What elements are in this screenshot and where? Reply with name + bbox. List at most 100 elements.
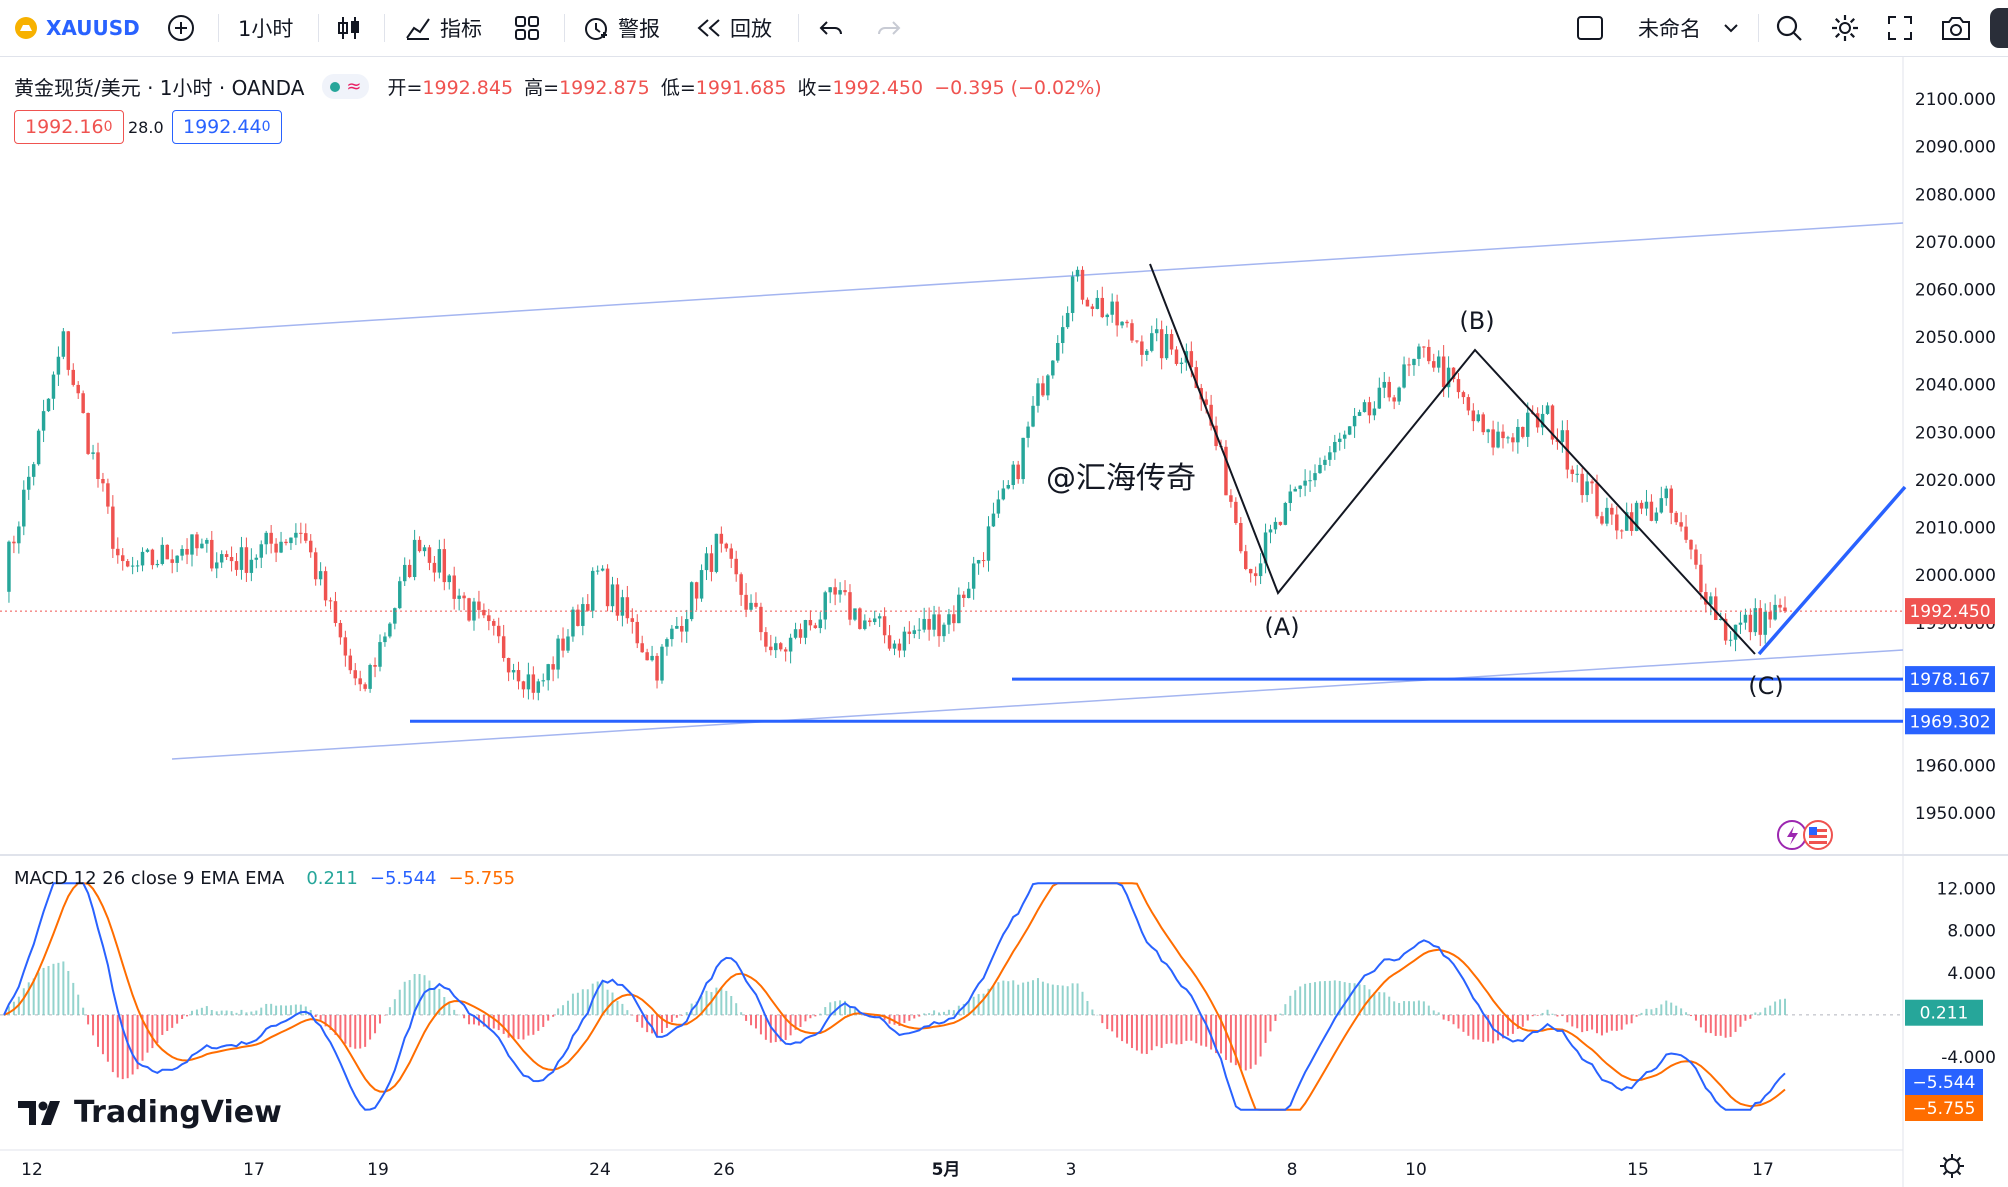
undo-button[interactable] xyxy=(818,0,844,56)
candle-body xyxy=(1783,607,1787,612)
macd-hist-bar xyxy=(1576,1014,1579,1029)
macd-hist-bar xyxy=(1111,1014,1114,1032)
candle-body xyxy=(660,646,664,681)
abc-wave-line[interactable] xyxy=(1149,263,1756,655)
macd-hist-bar xyxy=(1254,1014,1257,1065)
interval-button[interactable]: 1小时 xyxy=(238,17,294,41)
candle-body xyxy=(1669,488,1673,513)
channel-upper-line[interactable] xyxy=(171,222,1904,334)
macd-hist-bar xyxy=(1620,1014,1623,1030)
scroll-handle[interactable] xyxy=(1990,0,2008,56)
candle-body xyxy=(224,554,229,557)
sell-button[interactable]: 1992.16 0 xyxy=(14,110,124,144)
symbol-description[interactable]: 黄金现货/美元 · 1小时 · OANDA xyxy=(14,76,305,100)
chart-type-button[interactable] xyxy=(336,0,362,56)
macd-hist-bar xyxy=(428,980,431,1015)
candle-body xyxy=(170,559,174,563)
macd-hist-bar xyxy=(1200,1014,1203,1046)
macd-hist-bar xyxy=(1432,1010,1435,1015)
time-tick-label: 17 xyxy=(1752,1160,1774,1180)
templates-button[interactable] xyxy=(514,0,540,56)
symbol-search[interactable]: XAUUSD xyxy=(14,0,140,56)
ohlc-values: 开=1992.845 高=1992.875 低=1991.685 收=1992.… xyxy=(387,77,1102,99)
fullscreen-button[interactable] xyxy=(1886,0,1914,56)
candle-body xyxy=(1362,402,1367,413)
macd-hist-bar xyxy=(606,989,609,1015)
chart-area[interactable]: 2100.000 2090.000 2080.000 2070.000 2060.000… xyxy=(0,57,2008,1187)
candle-body xyxy=(620,597,625,616)
macd-hist-bar xyxy=(799,1014,802,1027)
candle-body xyxy=(991,513,996,527)
macd-hist-bar xyxy=(1012,980,1015,1015)
macd-hist-bar xyxy=(1328,980,1331,1015)
candle-body xyxy=(571,609,575,637)
wave-label-a: (A) xyxy=(1264,613,1299,641)
macd-axis[interactable]: 12.000 8.000 4.000 -4.000 xyxy=(1937,880,1996,1069)
macd-hist-bar xyxy=(735,1003,738,1015)
macd-hist-bar xyxy=(1645,1008,1648,1015)
candle-body xyxy=(1506,437,1510,439)
macd-hist-bar xyxy=(1190,1014,1193,1041)
candle-body xyxy=(541,680,545,682)
macd-hist-bar xyxy=(1704,1014,1707,1033)
macd-hist-bar xyxy=(220,1010,223,1015)
layout-name-button[interactable]: 未命名 xyxy=(1638,0,1739,56)
macd-hist-bar xyxy=(918,1014,921,1017)
candle-body xyxy=(863,620,867,629)
macd-hist-bar xyxy=(96,1014,99,1047)
candle-body xyxy=(966,588,971,598)
candle-body xyxy=(219,554,224,563)
macd-hist-bar xyxy=(32,978,35,1015)
settings-button[interactable] xyxy=(1830,0,1860,56)
layout-toggle-button[interactable] xyxy=(1576,0,1604,56)
macd-hist-bar xyxy=(1690,1014,1693,1017)
macd-hist-bar xyxy=(502,1014,505,1034)
buy-button[interactable]: 1992.44 0 xyxy=(172,110,282,144)
candle-body xyxy=(1125,321,1129,324)
indicators-button[interactable]: 指标 xyxy=(404,0,482,56)
price-axis[interactable]: 2100.000 2090.000 2080.000 2070.000 2060.000… xyxy=(1915,90,1996,824)
projection-arrow-line[interactable] xyxy=(1757,485,1907,656)
candle-body xyxy=(214,562,219,569)
market-status[interactable]: ≈ xyxy=(322,74,370,99)
macd-hist-bar xyxy=(378,1014,381,1024)
macd-hist-bar xyxy=(1749,1014,1752,1019)
candle-body xyxy=(1342,434,1347,439)
replay-button[interactable]: 回放 xyxy=(696,0,772,56)
macd-hist-bar xyxy=(92,1014,95,1036)
candle-body xyxy=(947,614,951,625)
candle-body xyxy=(1085,299,1090,307)
candle-body xyxy=(1481,414,1485,433)
snapshot-button[interactable] xyxy=(1940,0,1972,56)
macd-hist-bar xyxy=(1378,992,1381,1015)
candle-body xyxy=(71,369,75,385)
macd-legend[interactable]: MACD 12 26 close 9 EMA EMA 0.211 −5.544 … xyxy=(14,868,515,889)
macd-hist-bar xyxy=(339,1014,342,1040)
economic-events-icons[interactable] xyxy=(1777,820,1833,850)
candle-body xyxy=(709,553,714,572)
candle-body xyxy=(1239,523,1243,552)
macd-hist-bar xyxy=(383,1014,386,1016)
candle-body xyxy=(1624,512,1629,531)
candle-body xyxy=(1367,402,1372,416)
axis-settings-icon[interactable] xyxy=(1940,1154,1964,1178)
redo-button[interactable] xyxy=(876,0,902,56)
time-tick-label: 26 xyxy=(713,1160,735,1180)
channel-lower-line[interactable] xyxy=(171,649,1904,760)
candle-body xyxy=(600,568,605,571)
candle-body xyxy=(892,643,897,649)
time-axis[interactable]: 12 17 19 24 26 5月 3 8 10 15 17 xyxy=(21,1160,1774,1180)
macd-hist-bar xyxy=(1640,1012,1643,1015)
macd-hist-bar xyxy=(418,973,421,1015)
macd-hist-bar xyxy=(730,996,733,1015)
search-button[interactable] xyxy=(1774,0,1804,56)
macd-hist-bar xyxy=(1036,978,1039,1015)
macd-hist-bar xyxy=(1274,1014,1277,1021)
alert-button[interactable]: 警报 xyxy=(582,0,660,56)
tradingview-logo[interactable]: TradingView xyxy=(18,1095,282,1130)
compare-button[interactable] xyxy=(166,0,196,56)
macd-hist-bar xyxy=(319,1014,322,1020)
camera-icon xyxy=(1942,17,1970,40)
candle-body xyxy=(269,532,273,544)
macd-hist-bar xyxy=(1784,998,1786,1015)
